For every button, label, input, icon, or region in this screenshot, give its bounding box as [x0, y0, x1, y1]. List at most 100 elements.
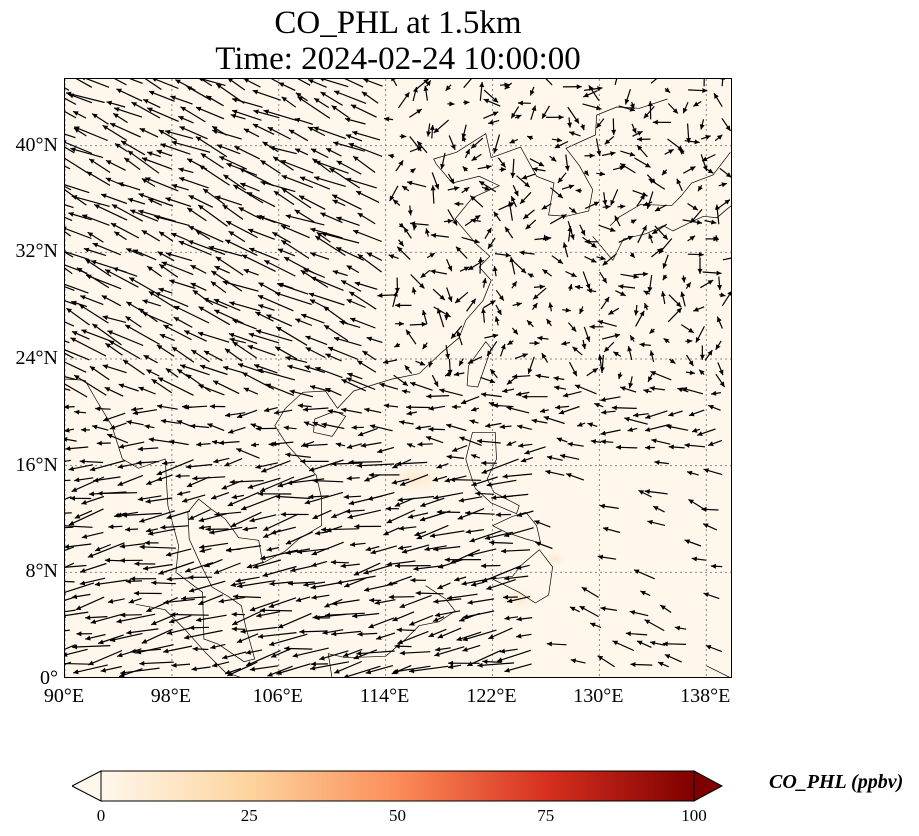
wind-arrow	[568, 207, 577, 214]
wind-arrow	[628, 376, 634, 389]
wind-arrow	[502, 594, 518, 600]
wind-arrow	[588, 84, 600, 101]
wind-arrow	[132, 249, 157, 261]
wind-arrow	[515, 391, 530, 397]
wind-arrow	[532, 167, 546, 172]
wind-arrow	[73, 126, 108, 142]
wind-arrow	[131, 406, 144, 412]
wind-arrow	[432, 616, 445, 623]
wind-arrow	[497, 157, 506, 168]
wind-arrow	[514, 353, 528, 359]
wind-arrow	[430, 233, 449, 238]
wind-arrow	[439, 388, 463, 397]
wind-arrow	[533, 284, 545, 290]
wind-arrow	[313, 97, 330, 109]
wind-arrow	[646, 191, 654, 209]
wind-arrow	[192, 646, 209, 652]
wind-arrow	[722, 257, 731, 261]
wind-arrow	[180, 106, 206, 123]
wind-arrow	[192, 289, 214, 306]
wind-arrow	[108, 340, 141, 360]
wind-arrow	[445, 84, 452, 92]
wind-arrow	[199, 79, 226, 86]
wind-arrow	[587, 422, 598, 428]
longitude-tick-label: 138°E	[680, 685, 731, 707]
wind-arrow	[680, 291, 686, 307]
wind-arrow	[101, 294, 122, 307]
wind-arrow	[459, 436, 482, 446]
wind-arrow	[294, 117, 313, 125]
wind-arrow	[69, 495, 92, 501]
latitude-tick-label: 16°N	[15, 453, 58, 476]
wind-arrow	[530, 105, 537, 120]
wind-arrow	[710, 563, 723, 569]
wind-arrow	[249, 665, 279, 672]
wind-arrow	[507, 340, 514, 346]
wind-arrow	[224, 412, 246, 418]
wind-arrow	[257, 294, 294, 312]
wind-arrow	[170, 95, 193, 105]
wind-arrow	[664, 148, 674, 155]
wind-arrow	[625, 631, 648, 637]
wind-arrow	[699, 345, 705, 360]
wind-arrow	[432, 475, 448, 482]
wind-arrow	[583, 326, 591, 342]
wind-arrow	[269, 145, 297, 155]
colorbar-max-extend	[693, 770, 724, 802]
wind-arrow	[270, 526, 296, 535]
wind-arrow	[137, 446, 159, 452]
wind-arrow	[410, 274, 425, 289]
wind-arrow	[444, 218, 453, 224]
wind-arrow	[321, 232, 360, 244]
wind-arrow	[314, 160, 349, 174]
wind-arrow	[463, 100, 470, 105]
wind-arrow	[285, 214, 325, 226]
wind-arrow	[554, 140, 569, 149]
wind-arrow	[662, 274, 668, 281]
wind-arrow	[395, 160, 404, 172]
wind-arrow	[525, 219, 537, 230]
wind-arrow	[396, 627, 416, 633]
wind-arrow	[664, 653, 682, 663]
wind-arrow	[65, 87, 70, 91]
wind-arrow	[632, 189, 648, 197]
wind-arrow	[351, 130, 381, 141]
wind-arrow	[342, 648, 363, 657]
wind-arrow	[618, 235, 634, 243]
wind-arrow	[74, 510, 93, 519]
wind-arrow	[569, 606, 580, 613]
wind-arrow	[529, 158, 545, 167]
wind-arrow	[141, 628, 173, 644]
wind-arrow	[240, 495, 278, 511]
wind-arrow	[446, 454, 465, 460]
wind-arrow	[65, 283, 89, 294]
wind-arrow	[518, 443, 533, 448]
wind-arrow	[522, 394, 548, 400]
wind-arrow	[146, 369, 160, 377]
wind-arrow	[594, 402, 604, 408]
wind-arrow	[634, 157, 651, 168]
wind-arrow	[630, 101, 635, 110]
wind-arrow	[218, 596, 246, 604]
wind-arrow	[281, 175, 314, 189]
wind-arrow	[471, 406, 479, 412]
wind-arrow	[151, 378, 173, 394]
wind-arrow	[71, 644, 111, 650]
wind-arrow	[586, 367, 599, 377]
wind-arrow	[565, 270, 577, 278]
wind-arrow	[297, 403, 312, 409]
wind-arrow	[620, 386, 637, 393]
wind-arrow	[215, 83, 245, 104]
wind-arrow	[247, 477, 281, 489]
wind-arrow	[541, 105, 551, 119]
wind-arrow	[391, 79, 398, 87]
wind-arrow	[180, 364, 210, 376]
wind-arrow	[584, 201, 600, 210]
wind-arrow	[369, 424, 393, 432]
wind-arrow	[705, 644, 723, 653]
wind-arrow	[429, 530, 465, 538]
wind-arrow	[610, 189, 619, 206]
wind-arrow	[98, 634, 124, 645]
wind-arrow	[700, 279, 714, 289]
wind-arrow	[234, 145, 260, 160]
